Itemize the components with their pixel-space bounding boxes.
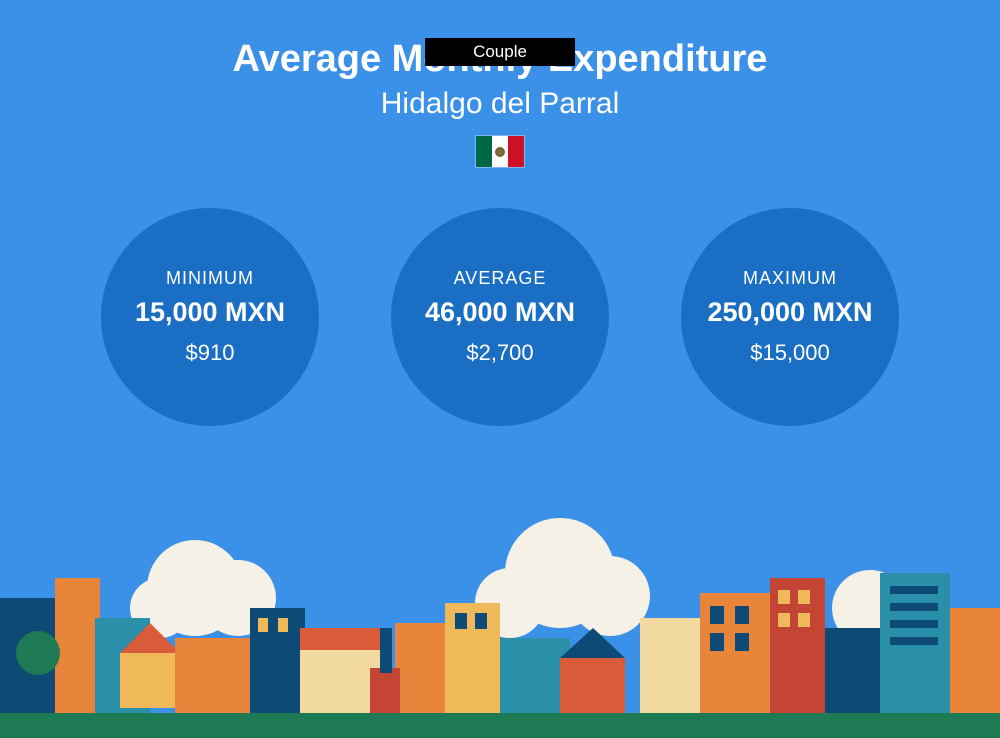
stat-local-value: 15,000 MXN (135, 297, 285, 328)
cityscape-illustration (0, 518, 1000, 738)
stats-row: MINIMUM 15,000 MXN $910 AVERAGE 46,000 M… (0, 208, 1000, 426)
stat-usd-value: $2,700 (466, 340, 533, 366)
stat-label: MAXIMUM (743, 268, 837, 289)
stat-usd-value: $910 (186, 340, 235, 366)
location-subtitle: Hidalgo del Parral (0, 87, 1000, 121)
stat-label: MINIMUM (166, 268, 254, 289)
stat-local-value: 46,000 MXN (425, 297, 575, 328)
stat-usd-value: $15,000 (750, 340, 830, 366)
stat-circle-average: AVERAGE 46,000 MXN $2,700 (391, 208, 609, 426)
household-tab[interactable]: Couple (425, 38, 575, 66)
stat-local-value: 250,000 MXN (707, 297, 872, 328)
mexico-flag-icon (475, 135, 525, 168)
stat-label: AVERAGE (454, 268, 547, 289)
stat-circle-maximum: MAXIMUM 250,000 MXN $15,000 (681, 208, 899, 426)
stat-circle-minimum: MINIMUM 15,000 MXN $910 (101, 208, 319, 426)
